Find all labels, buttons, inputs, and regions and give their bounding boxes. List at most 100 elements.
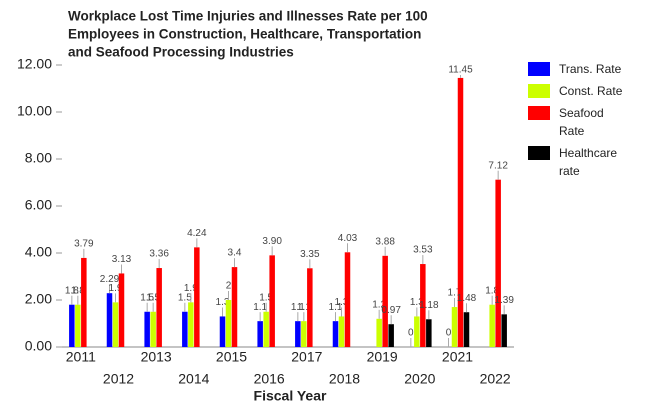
bar: [182, 311, 188, 347]
data-label: 1.5: [178, 292, 192, 303]
bar: [457, 77, 464, 348]
bar: [194, 247, 200, 347]
bar: [263, 311, 269, 347]
x-tick-label: 2020: [404, 371, 435, 387]
x-tick-label: 2021: [442, 349, 473, 365]
data-label: 4.24: [187, 228, 207, 239]
y-tick-label: 4.00: [25, 244, 52, 260]
data-label: 0.97: [381, 305, 401, 316]
data-label: 1.1: [253, 302, 267, 313]
legend-label: Healthcare rate: [559, 146, 618, 178]
bar: [75, 304, 81, 347]
legend-item: Const. Rate: [528, 84, 631, 100]
bar: [225, 300, 232, 347]
data-label: 7.12: [488, 160, 508, 171]
bar: [495, 179, 501, 347]
legend-label: Const. Rate: [559, 84, 623, 98]
data-label: 3.53: [413, 245, 433, 256]
bar: [144, 311, 150, 347]
y-tick-label: 2.00: [25, 291, 52, 307]
bar: [257, 321, 263, 347]
data-label: 4.03: [338, 233, 358, 244]
x-tick-label: 2017: [291, 349, 322, 365]
bar: [112, 302, 119, 347]
chart-title: Workplace Lost Time Injuries and Illness…: [68, 9, 428, 24]
x-tick-label: 2011: [66, 349, 96, 365]
legend-swatch: [528, 106, 550, 120]
data-label: 1.9: [109, 283, 123, 294]
bar: [118, 273, 125, 347]
data-label: 0: [408, 328, 414, 339]
data-label: 1.1: [329, 302, 343, 313]
data-label: 1.1: [291, 302, 305, 313]
data-label: 3.90: [262, 236, 282, 247]
y-tick-label: 10.00: [17, 103, 52, 119]
bar: [426, 319, 432, 347]
bar: [338, 316, 345, 347]
y-tick-label: 8.00: [25, 150, 52, 166]
bar: [150, 311, 156, 347]
data-label: 1.5: [140, 292, 154, 303]
bar: [489, 304, 495, 347]
data-label: 1.48: [457, 293, 477, 304]
chart-title: and Seafood Processing Industries: [68, 45, 294, 60]
chart-title: Employees in Construction, Healthcare, T…: [68, 27, 421, 42]
data-label: 1.1: [297, 302, 311, 313]
data-label: 1.7: [448, 288, 462, 299]
x-tick-label: 2022: [480, 371, 511, 387]
bar: [332, 321, 339, 347]
data-label: 3.79: [74, 239, 94, 250]
data-label: 1.8: [485, 285, 499, 296]
data-label: 2.29: [100, 274, 120, 285]
x-tick-label: 2018: [329, 371, 360, 387]
bar: [414, 316, 420, 347]
bar: [388, 324, 394, 347]
x-tick-label: 2012: [103, 371, 134, 387]
y-tick-label: 12.00: [17, 56, 52, 72]
x-axis-label: Fiscal Year: [254, 388, 327, 404]
bar: [307, 268, 313, 347]
bar: [81, 257, 87, 347]
legend-label: Trans. Rate: [559, 62, 622, 76]
legend-swatch: [528, 62, 550, 76]
bar: [376, 318, 382, 347]
bar: [295, 321, 301, 347]
x-tick-label: 2016: [254, 371, 285, 387]
legend-swatch: [528, 84, 550, 98]
x-tick-label: 2015: [216, 349, 247, 365]
legend-item: Trans. Rate: [528, 62, 631, 78]
bar: [69, 304, 75, 347]
bar: [501, 314, 507, 347]
legend-item: Seafood Rate: [528, 106, 631, 140]
data-label: 1.5: [259, 292, 273, 303]
data-label: 11.45: [448, 65, 473, 76]
data-label: 1.3: [410, 297, 424, 308]
legend-item: Healthcare rate: [528, 146, 631, 180]
data-label: 3.35: [300, 249, 320, 260]
bar: [301, 321, 307, 347]
data-label: 1.18: [419, 300, 439, 311]
bar: [156, 268, 162, 347]
x-tick-label: 2013: [141, 349, 172, 365]
data-label: 3.88: [375, 236, 395, 247]
data-label: 1.8: [65, 285, 79, 296]
x-tick-label: 2019: [367, 349, 398, 365]
legend-swatch: [528, 146, 550, 160]
data-label: 1.8: [71, 285, 85, 296]
bar: [344, 252, 351, 347]
data-label: 1.9: [184, 283, 198, 294]
legend-label: Seafood Rate: [559, 106, 604, 138]
data-label: 1.5: [146, 292, 160, 303]
bar: [231, 267, 238, 347]
bar: [269, 255, 275, 347]
data-label: 3.13: [112, 254, 132, 265]
x-tick-label: 2014: [178, 371, 209, 387]
y-tick-label: 0.00: [25, 338, 52, 354]
bar: [382, 255, 388, 347]
data-label: 0: [446, 328, 452, 339]
data-label: 1.3: [216, 297, 230, 308]
bar: [451, 307, 458, 347]
data-label: 1.2: [372, 299, 386, 310]
